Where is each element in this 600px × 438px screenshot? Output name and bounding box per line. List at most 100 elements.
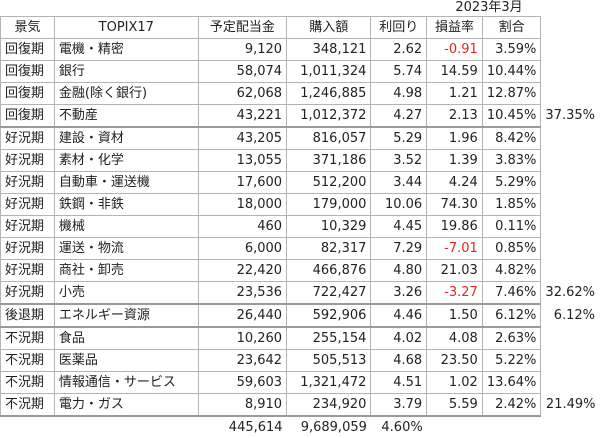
cell-sector: 電力・ガス (53, 393, 199, 417)
cell-yield: 4.45 (370, 215, 428, 238)
date-label: 2023年3月 (455, 0, 523, 15)
cell-yield: 3.79 (370, 393, 428, 417)
cell-pl: 4.08 (426, 326, 483, 350)
cell-sector: 金融(除く銀行) (53, 82, 199, 105)
cell-dividend: 26,440 (197, 303, 288, 328)
header-phase: 景気 (0, 16, 55, 39)
cell-share: 13.64% (481, 371, 542, 394)
table-body: 回復期 電機・精密 9,120 348,121 2.62 -0.91 3.59% 回復期 銀行 5… (0, 38, 600, 417)
table-row: 回復期 銀行 58,074 1,011,324 5.74 14.59 10.44% (0, 60, 600, 83)
cell-share: 5.22% (481, 349, 542, 372)
cell-purchase: 505,513 (286, 349, 372, 372)
cell-dividend: 6,000 (197, 237, 288, 260)
cell-phase: 好況期 (0, 171, 55, 194)
cell-purchase: 816,057 (286, 126, 372, 150)
cell-phase: 好況期 (0, 259, 55, 282)
cell-share: 10.44% (481, 60, 542, 83)
cell-dividend: 43,221 (197, 104, 288, 128)
cell-phase: 回復期 (0, 38, 55, 61)
cell-group-total (541, 61, 600, 83)
header-dividend: 予定配当金 (197, 16, 288, 39)
table-row: 不況期 情報通信・サービス 59,603 1,321,472 4.51 1.02 13.64… (0, 371, 600, 394)
cell-group-total (541, 39, 600, 61)
cell-pl: 19.86 (426, 215, 483, 238)
cell-purchase: 348,121 (286, 38, 372, 61)
cell-pl: 21.03 (426, 259, 483, 282)
table-row: 不況期 電力・ガス 8,910 234,920 3.79 5.59 2.42% 21.49% (0, 393, 600, 417)
cell-pl: 5.59 (426, 393, 483, 417)
table-row: 好況期 小売 23,536 722,427 3.26 -3.27 7.46% 32.62% (0, 281, 600, 305)
table-row: 好況期 商社・卸売 22,420 466,876 4.80 21.03 4.82% (0, 259, 600, 282)
cell-dividend: 58,074 (197, 60, 288, 83)
cell-sector: 電機・精密 (53, 38, 199, 61)
cell-yield: 3.26 (370, 281, 428, 305)
header-spacer (541, 17, 600, 39)
cell-yield: 10.06 (370, 193, 428, 216)
table-row: 好況期 運送・物流 6,000 82,317 7.29 -7.01 0.85% (0, 237, 600, 260)
cell-share: 0.11% (481, 215, 542, 238)
cell-purchase: 1,246,885 (286, 82, 372, 105)
table-row: 好況期 機械 460 10,329 4.45 19.86 0.11% (0, 215, 600, 238)
cell-share: 7.46% (481, 281, 542, 305)
cell-purchase: 1,011,324 (286, 60, 372, 83)
cell-share: 12.87% (481, 82, 542, 105)
cell-share: 1.85% (481, 193, 542, 216)
cell-dividend: 22,420 (197, 259, 288, 282)
header-row: 景気 TOPIX17 予定配当金 購入額 利回り 損益率 割合 (0, 16, 600, 39)
cell-yield: 2.62 (370, 38, 428, 61)
cell-purchase: 10,329 (286, 215, 372, 238)
cell-purchase: 179,000 (286, 193, 372, 216)
cell-share: 2.42% (481, 393, 542, 417)
cell-phase: 好況期 (0, 126, 55, 150)
cell-dividend: 23,642 (197, 349, 288, 372)
cell-sector: 機械 (53, 215, 199, 238)
cell-group-total (541, 327, 600, 350)
cell-sector: 運送・物流 (53, 237, 199, 260)
cell-purchase: 592,906 (286, 303, 372, 328)
cell-dividend: 13,055 (197, 149, 288, 172)
cell-phase: 好況期 (0, 237, 55, 260)
cell-dividend: 9,120 (197, 38, 288, 61)
cell-group-total (541, 127, 600, 150)
table-row: 不況期 医薬品 23,642 505,513 4.68 23.50 5.22% (0, 349, 600, 372)
cell-phase: 好況期 (0, 215, 55, 238)
cell-yield: 5.74 (370, 60, 428, 83)
cell-share: 0.85% (481, 237, 542, 260)
header-share: 割合 (481, 16, 542, 39)
cell-yield: 4.80 (370, 259, 428, 282)
cell-purchase: 722,427 (286, 281, 372, 305)
table-row: 好況期 建設・資材 43,205 816,057 5.29 1.96 8.42% (0, 126, 600, 150)
cell-sector: エネルギー資源 (53, 303, 199, 328)
header-yield: 利回り (370, 16, 428, 39)
cell-sector: 食品 (53, 326, 199, 350)
cell-share: 10.45% (481, 104, 542, 128)
table-row: 回復期 不動産 43,221 1,012,372 4.27 2.13 10.45% 37.35… (0, 104, 600, 128)
cell-dividend: 8,910 (197, 393, 288, 417)
cell-sector: 自動車・運送機 (53, 171, 199, 194)
cell-sector: 不動産 (53, 104, 199, 128)
cell-phase: 不況期 (0, 349, 55, 372)
cell-group-total (541, 260, 600, 282)
cell-pl: 1.50 (426, 303, 483, 328)
table-row: 回復期 電機・精密 9,120 348,121 2.62 -0.91 3.59% (0, 38, 600, 61)
cell-sector: 医薬品 (53, 349, 199, 372)
cell-dividend: 59,603 (197, 371, 288, 394)
cell-purchase: 1,321,472 (286, 371, 372, 394)
cell-yield: 3.44 (370, 171, 428, 194)
cell-yield: 4.68 (370, 349, 428, 372)
cell-share: 2.63% (481, 326, 542, 350)
table-row: 好況期 自動車・運送機 17,600 512,200 3.44 4.24 5.29% (0, 171, 600, 194)
cell-share: 8.42% (481, 126, 542, 150)
cell-pl: 1.21 (426, 82, 483, 105)
cell-yield: 4.02 (370, 326, 428, 350)
cell-phase: 回復期 (0, 82, 55, 105)
cell-sector: 情報通信・サービス (53, 371, 199, 394)
cell-dividend: 17,600 (197, 171, 288, 194)
cell-group-total (541, 83, 600, 105)
cell-group-total (541, 350, 600, 372)
cell-share: 4.82% (481, 259, 542, 282)
table-row: 後退期 エネルギー資源 26,440 592,906 4.46 1.50 6.12% 6.12… (0, 303, 600, 328)
cell-pl: 1.96 (426, 126, 483, 150)
cell-share: 5.29% (481, 171, 542, 194)
cell-pl: -3.27 (426, 281, 483, 305)
